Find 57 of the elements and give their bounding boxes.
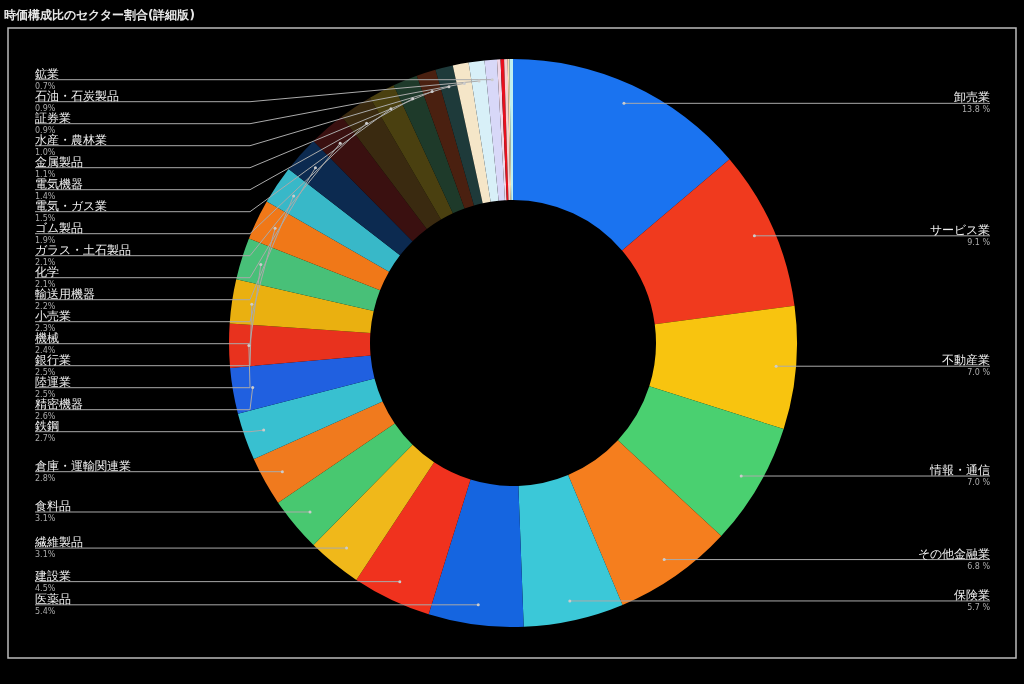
slice-label: 銀行業 (35, 352, 71, 367)
data-label: 1.4% (35, 191, 56, 201)
slice-label: 小売業 (35, 308, 71, 323)
data-label: 7.0 % (967, 368, 991, 378)
data-label: 0.9% (35, 125, 56, 135)
data-label: 2.6% (35, 411, 56, 421)
slice-label: 電気機器 (35, 176, 83, 191)
slice-label: その他金融業 (918, 546, 990, 561)
data-label: 0.9% (35, 103, 56, 113)
slice-label: 倉庫・運輸関連業 (35, 458, 131, 473)
slice-label: サービス業 (930, 222, 990, 237)
slice-label: 機械 (35, 330, 59, 345)
data-label: 2.3% (35, 323, 56, 333)
data-label: 0.7% (35, 81, 56, 91)
data-label: 2.2% (35, 301, 56, 311)
data-label: 1.0% (35, 147, 56, 157)
slice-label: 金属製品 (35, 154, 83, 169)
slice-label: 繊維製品 (34, 535, 83, 550)
slice-label: ゴム製品 (35, 220, 83, 235)
slice-label: 輸送用機器 (35, 286, 95, 301)
slice-label: 電気・ガス業 (35, 198, 107, 213)
data-label: 6.8 % (967, 561, 991, 571)
slice-label: 医薬品 (35, 591, 71, 606)
data-label: 2.5% (35, 367, 56, 377)
slice-label: 鉄鋼 (35, 418, 59, 433)
data-label: 5.7 % (967, 602, 991, 612)
slice-label: 鉱業 (35, 66, 59, 81)
data-label: 2.1% (35, 257, 56, 267)
data-label: 2.7% (35, 433, 56, 443)
slice-label: 不動産業 (942, 353, 990, 368)
data-label: 1.9% (35, 235, 56, 245)
data-label: 2.4% (35, 345, 56, 355)
data-label: 7.0 % (967, 478, 991, 488)
data-label: 4.5% (35, 583, 56, 593)
slice-label: 精密機器 (35, 396, 83, 411)
slice-label: 証券業 (35, 110, 71, 125)
data-label: 2.8% (35, 473, 56, 483)
slice-label: 卸売業 (954, 90, 990, 105)
data-label: 1.1% (35, 169, 56, 179)
slice-label: 建設業 (34, 568, 71, 583)
data-label: 2.5% (35, 389, 56, 399)
data-label: 1.5% (35, 213, 56, 223)
slice-label: 食料品 (35, 498, 71, 513)
data-label: 5.4% (35, 606, 56, 616)
data-label: 2.1% (35, 279, 56, 289)
chart-title: 時価構成比のセクター割合(詳細版) (4, 8, 195, 22)
slice-label: 保険業 (954, 587, 990, 602)
slice-label: 水産・農林業 (35, 132, 107, 147)
slice-label: 石油・石炭製品 (35, 88, 119, 103)
data-label: 3.1% (35, 550, 56, 560)
slice-label: 化学 (35, 264, 59, 279)
slice-label: ガラス・土石製品 (35, 242, 131, 257)
data-label: 13.8 % (962, 105, 991, 115)
data-label: 3.1% (35, 513, 56, 523)
data-label: 9.1 % (967, 237, 991, 247)
slice-label: 陸運業 (35, 374, 71, 389)
slice-label: 情報・通信 (929, 463, 990, 478)
